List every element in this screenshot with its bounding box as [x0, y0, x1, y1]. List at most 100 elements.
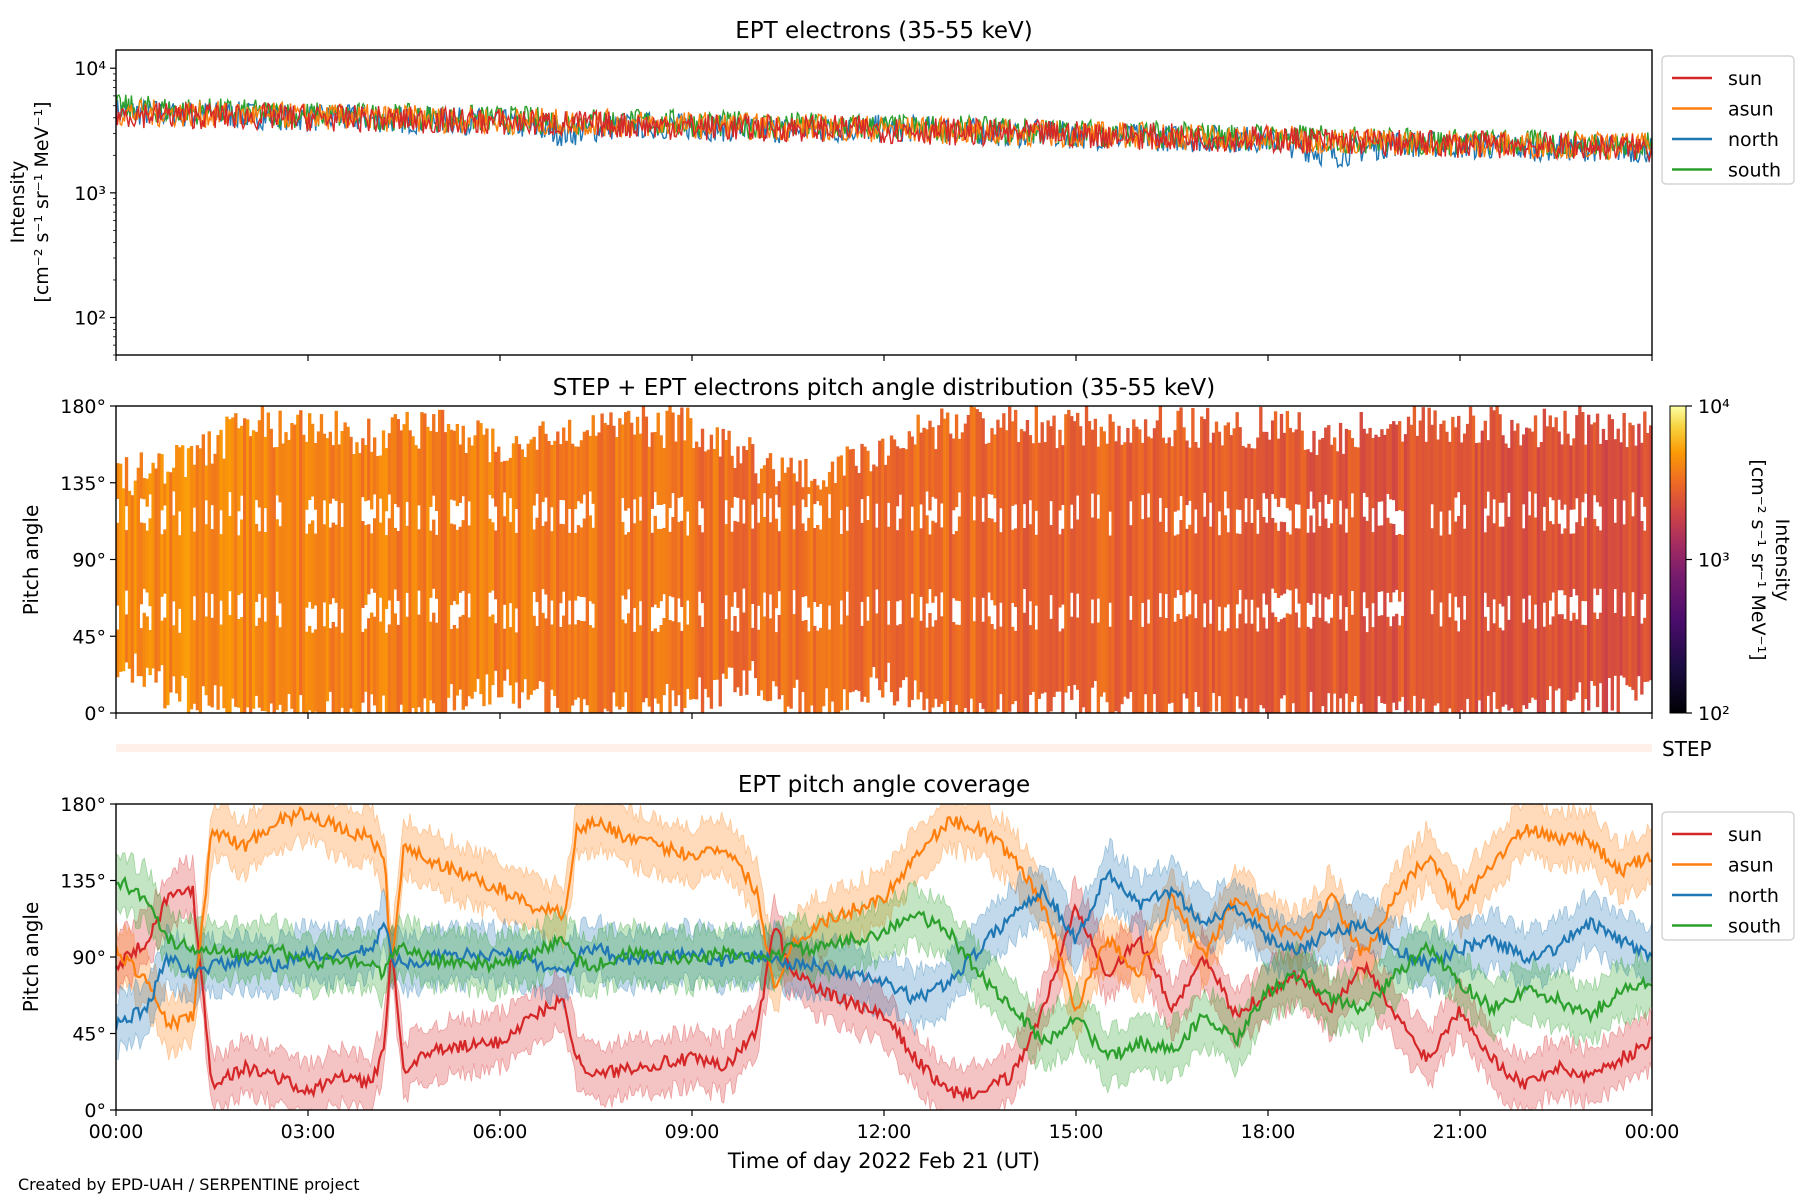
x-tick-label: 03:00 — [281, 1121, 336, 1143]
heatmap-cell — [1285, 613, 1290, 713]
heatmap-cell — [1235, 628, 1239, 697]
coverage-y-tick-label: 45° — [72, 1024, 106, 1046]
heatmap-cell — [1073, 421, 1077, 685]
heatmap-cell — [706, 449, 711, 698]
heatmap-cell — [502, 628, 507, 681]
heatmap-cell — [922, 427, 926, 711]
heatmap-cell — [963, 423, 968, 708]
heatmap-cell — [372, 437, 377, 495]
heatmap-cell — [1052, 415, 1056, 697]
heatmap-cell — [1309, 452, 1313, 492]
heatmap-cell — [1395, 613, 1399, 710]
heatmap-cell — [476, 420, 480, 679]
heatmap-cell — [1640, 521, 1644, 600]
heatmap-cell — [222, 458, 226, 709]
heatmap-cell — [1129, 619, 1133, 692]
heatmap-cell — [954, 414, 959, 508]
heatmap-cell — [1011, 529, 1015, 603]
heatmap-cell — [275, 447, 279, 496]
heatmap-cell — [1043, 442, 1047, 693]
heatmap-cell — [1344, 630, 1349, 694]
heatmap-cell — [157, 453, 161, 672]
heatmap-cell — [895, 530, 900, 602]
heatmap-cell — [508, 457, 513, 499]
distribution-y-tick-label: 135° — [60, 473, 106, 495]
heatmap-cell — [816, 630, 820, 713]
heatmap-cell — [594, 435, 598, 713]
heatmap-cell — [771, 469, 776, 682]
heatmap-cell — [514, 632, 519, 683]
heatmap-cell — [1522, 434, 1526, 505]
heatmap-cell — [136, 467, 141, 677]
heatmap-cell — [869, 471, 873, 678]
heatmap-cell — [816, 525, 820, 607]
heatmap-cell — [1309, 515, 1313, 605]
heatmap-cell — [1256, 437, 1260, 510]
heatmap-cell — [1457, 415, 1461, 493]
heatmap-cell — [1365, 433, 1369, 498]
heatmap-cell — [1622, 524, 1626, 593]
heatmap-cell — [1108, 414, 1112, 512]
heatmap-cell — [957, 438, 962, 493]
intensity-y-ticks: 10⁴ 10³ 10² — [74, 58, 116, 356]
heatmap-cell — [544, 521, 548, 595]
heatmap-cell — [302, 434, 306, 713]
heatmap-cell — [148, 473, 152, 495]
heatmap-cell — [482, 434, 486, 707]
heatmap-cell — [1374, 434, 1378, 713]
heatmap-cell — [1527, 428, 1532, 492]
heatmap-cell — [1439, 626, 1443, 713]
heatmap-cell — [1392, 524, 1396, 593]
heatmap-cell — [839, 624, 844, 711]
heatmap-cell — [502, 460, 507, 493]
heatmap-cell — [1377, 436, 1381, 502]
heatmap-cell — [1265, 628, 1269, 713]
heatmap-cell — [1504, 443, 1508, 705]
heatmap-cell — [384, 632, 389, 713]
heatmap-cell — [1516, 423, 1520, 713]
heatmap-cell — [293, 424, 297, 713]
heatmap-cell — [627, 613, 631, 713]
heatmap-cell — [1208, 526, 1213, 600]
heatmap-cell — [756, 522, 761, 606]
heatmap-cell — [807, 517, 811, 608]
heatmap-cell — [689, 418, 693, 700]
heatmap-cell — [142, 478, 146, 500]
heatmap-cell — [254, 523, 259, 602]
heatmap-cell — [937, 425, 941, 707]
heatmap-cell — [1034, 534, 1038, 606]
heatmap-cell — [1492, 623, 1496, 693]
heatmap-cell — [446, 424, 451, 698]
heatmap-cell — [904, 449, 909, 678]
heatmap-cell — [1631, 516, 1635, 593]
heatmap-cell — [1575, 415, 1579, 499]
heatmap-cell — [1306, 626, 1310, 713]
heatmap-cell — [742, 446, 746, 500]
heatmap-cell — [402, 424, 406, 713]
heatmap-cell — [677, 414, 681, 498]
heatmap-cell — [1259, 406, 1263, 706]
heatmap-cell — [423, 413, 427, 699]
heatmap-cell — [1211, 432, 1216, 693]
heatmap-cell — [1164, 618, 1168, 713]
heatmap-cell — [160, 534, 164, 597]
heatmap-cell — [1303, 449, 1307, 713]
heatmap-cell — [192, 464, 197, 508]
heatmap-cell — [759, 468, 764, 691]
heatmap-cell — [340, 527, 344, 609]
heatmap-cell — [1226, 422, 1230, 509]
step-strip: STEP — [116, 737, 1712, 761]
heatmap-cell — [432, 414, 436, 496]
intensity-plot-frame — [115, 49, 1653, 356]
heatmap-cell — [567, 532, 572, 601]
heatmap-cell — [121, 488, 126, 672]
heatmap-cell — [562, 524, 566, 592]
heatmap-cell — [1589, 424, 1594, 681]
heatmap-cell — [1519, 445, 1523, 713]
heatmap-cell — [1409, 424, 1414, 713]
heatmap-cell — [145, 478, 149, 507]
heatmap-cell — [263, 436, 268, 509]
heatmap-cell — [328, 527, 333, 605]
heatmap-cell — [647, 446, 652, 707]
heatmap-cell — [1093, 418, 1098, 681]
